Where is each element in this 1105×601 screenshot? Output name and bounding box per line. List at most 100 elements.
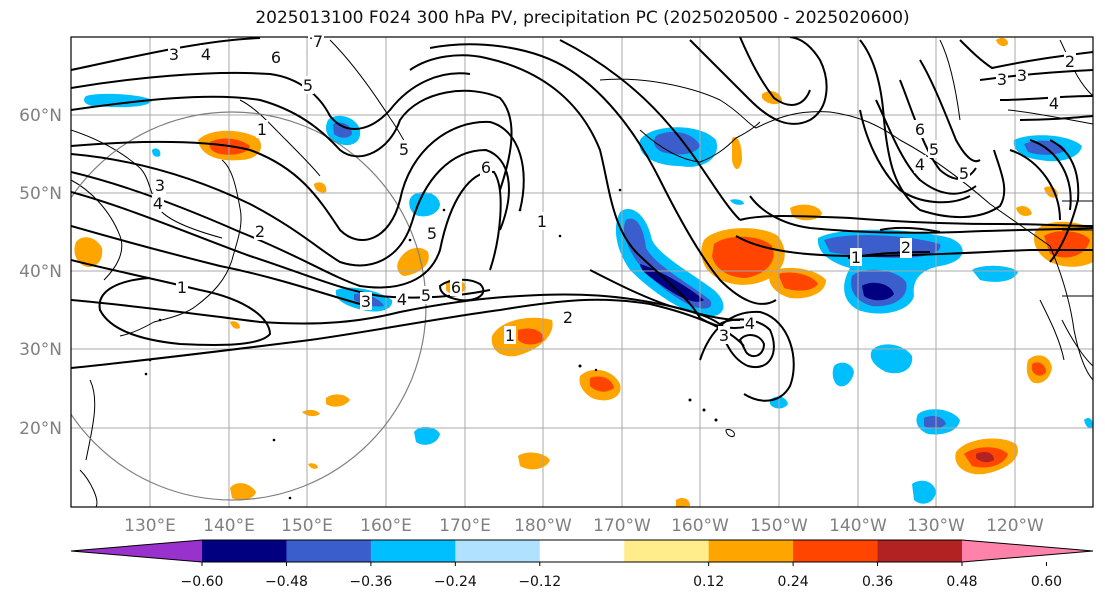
contour-label: 2 [1065, 52, 1075, 71]
lon-label: 150°W [750, 516, 808, 536]
precip-patch [308, 463, 318, 469]
contour-label-halo [850, 248, 862, 266]
contour-label: 2 [901, 238, 911, 257]
map-area [71, 37, 1093, 507]
contour-label: 3 [169, 45, 179, 64]
contour-label-halo [450, 278, 462, 296]
precip-patch [74, 237, 103, 268]
pv-contours [71, 37, 1093, 402]
contour-label-halo [928, 140, 940, 158]
contour-label-halo [536, 212, 548, 230]
contour-label: 1 [505, 326, 515, 345]
contour-label: 6 [915, 120, 925, 139]
contour-label-halo [270, 48, 282, 66]
colorbar-extend-low [71, 540, 202, 562]
contour-label: 5 [421, 286, 431, 305]
lon-label: 150°E [281, 516, 333, 536]
precip-patch [732, 137, 742, 169]
precip-patch [912, 480, 936, 504]
contour-label-halo [398, 140, 410, 158]
lon-label: 160°W [671, 516, 729, 536]
lat-label: 50°N [19, 184, 62, 204]
colorbar-segment [793, 540, 879, 562]
contour-label: 6 [481, 158, 491, 177]
contour-labels: 3467512345561123456123412543234567 [152, 32, 1076, 345]
contour-label-halo [914, 120, 926, 138]
contour-label: 5 [929, 140, 939, 159]
precip-patch [996, 37, 1008, 47]
lat-label: 20°N [19, 419, 62, 439]
contour-label: 6 [271, 48, 281, 67]
colorbar-tick-label: −0.60 [181, 574, 224, 590]
contour-label: 4 [1049, 94, 1059, 113]
map-title: 2025013100 F024 300 hPa PV, precipitatio… [255, 8, 910, 28]
contour-label-halo [360, 292, 372, 310]
contour-label-halo [426, 224, 438, 242]
precip-patch [326, 394, 350, 407]
contour-label-halo [480, 158, 492, 176]
contour-label: 3 [361, 292, 371, 311]
contour-label: 5 [427, 224, 437, 243]
colorbar-tick-label: −0.24 [434, 574, 477, 590]
lon-label: 130°W [907, 516, 965, 536]
precip-patch [397, 247, 429, 276]
lat-label: 60°N [19, 106, 62, 126]
colorbar-tick-label: 0.24 [778, 574, 809, 590]
colorbar-tick-label: −0.48 [265, 574, 308, 590]
contour-label: 3 [719, 326, 729, 345]
contour-label-halo [996, 70, 1008, 88]
precip-patch [230, 483, 256, 500]
contour-label-halo [504, 326, 516, 344]
precip-patch [972, 265, 1018, 282]
contour-label-halo [168, 45, 180, 63]
contour-label: 4 [745, 314, 755, 333]
precip-patch [333, 122, 352, 138]
contour-label: 4 [397, 290, 407, 309]
colorbar-segment [539, 540, 625, 562]
contour-label-halo [1048, 94, 1060, 112]
precip-patch [230, 321, 240, 329]
contour-label: 4 [153, 194, 163, 213]
colorbar-segment [286, 540, 372, 562]
colorbar-segment [877, 540, 963, 562]
contour-label: 7 [313, 32, 323, 51]
contour-label-halo [176, 278, 188, 296]
contour-label-halo [1064, 52, 1076, 70]
lon-label: 140°W [829, 516, 887, 536]
island-chain [144, 188, 718, 500]
contour-label: 5 [303, 76, 313, 95]
contour-label-halo [396, 290, 408, 308]
contour-label-halo [256, 120, 268, 138]
contour-label-halo [254, 222, 266, 240]
latitude-labels: 60°N 50°N 40°N 30°N 20°N [19, 106, 62, 439]
contour-label-halo [914, 155, 926, 173]
contour-label: 3 [155, 176, 165, 195]
precip-patch [640, 264, 704, 302]
precip-patch [314, 182, 327, 193]
contour-label: 1 [257, 120, 267, 139]
colorbar-segment [455, 540, 541, 562]
contour-label: 4 [915, 155, 925, 174]
precip-patch [924, 416, 946, 429]
precip-patch [1016, 206, 1032, 216]
contour-label: 5 [959, 164, 969, 183]
precip-patch [84, 93, 152, 108]
precip-patch [409, 191, 440, 217]
colorbar-tick-label: −0.12 [518, 574, 561, 590]
colorbar-segment [708, 540, 794, 562]
contour-label: 6 [451, 278, 461, 297]
contour-label-halo [900, 238, 912, 256]
contour-label-halo [154, 176, 166, 194]
contour-label: 2 [563, 308, 573, 327]
longitude-labels: 130°E 140°E 150°E 160°E 170°E 180°W 170°W 160°W… [124, 516, 1044, 536]
colorbar-extend-high [962, 540, 1093, 562]
contour-label-halo [718, 326, 730, 344]
contour-label: 2 [255, 222, 265, 241]
precip-patch [778, 272, 818, 291]
contour-label: 5 [399, 140, 409, 159]
contour-label-halo [744, 314, 756, 332]
precip-patch [1084, 418, 1093, 428]
contour-label-halo [958, 164, 970, 182]
contour-label: 3 [1017, 66, 1027, 85]
